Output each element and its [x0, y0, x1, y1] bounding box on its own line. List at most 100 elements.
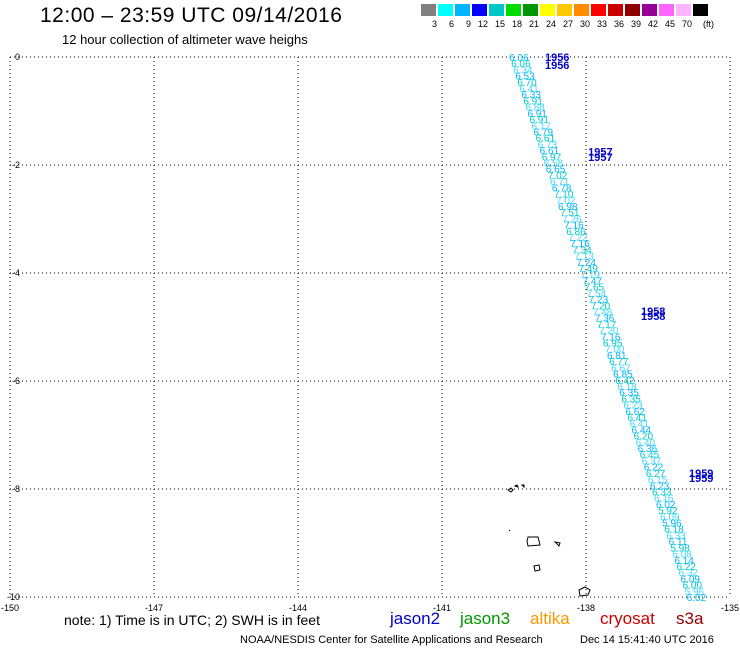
legend-label: 45: [664, 19, 675, 29]
satellite-label-altika: altika: [530, 609, 570, 628]
swh-value-label: 6.06: [509, 53, 529, 64]
swh-value-label: 6.14: [674, 556, 694, 567]
legend-swatch: [454, 3, 471, 17]
swh-value-label: 6.97: [542, 152, 562, 163]
swh-value-label: 6.42: [615, 376, 635, 387]
swh-value-label: 7.17: [597, 320, 617, 331]
swh-value-label: 5.98: [670, 543, 690, 554]
swh-value-label: 6.17: [532, 121, 552, 132]
swh-value-label: 6.44: [632, 425, 652, 436]
legend-label: 15: [494, 19, 505, 29]
legend-swatch: [488, 3, 505, 17]
swh-value-label: 6.45: [640, 450, 660, 461]
swh-value-label: 7.22: [568, 233, 588, 244]
footer-note: note: 1) Time is in UTC; 2) SWH is in fe…: [64, 612, 320, 628]
legend-unit: (ft): [703, 19, 714, 29]
swh-value-label: 6.91: [523, 96, 543, 107]
swh-value-label: 6.58: [544, 159, 564, 170]
lon-tick-label: -144: [289, 603, 307, 613]
swh-value-label: 6.86: [566, 227, 586, 238]
swh-value-label: 6.33: [666, 531, 686, 542]
time-label: 1958: [641, 306, 665, 318]
swh-value-label: 6.27: [646, 469, 666, 480]
legend-labels: 3 6 9 12 15 18 21 24 27 30 33 36 39 42 45 70 (ft): [420, 19, 714, 29]
swh-value-label: 6.98: [558, 202, 578, 213]
swh-value-label: 6.41: [630, 419, 650, 430]
legend-swatch: [573, 3, 590, 17]
island-outline: [578, 586, 591, 597]
swh-value-label: 6.09: [681, 574, 701, 585]
legend-swatch: [624, 3, 641, 17]
swh-value-label: 6.91: [529, 115, 549, 126]
swh-value-label: 6.61: [536, 134, 556, 145]
island-outline: [507, 487, 514, 493]
time-label: 1957: [588, 152, 612, 164]
swh-value-label: 6.35: [621, 394, 641, 405]
swh-value-label: 6.36: [638, 444, 658, 455]
legend-label: 6: [448, 19, 454, 29]
legend-label: 39: [630, 19, 641, 29]
time-label: 1959: [689, 473, 713, 485]
legend-swatch: [437, 3, 454, 17]
legend-label: 9: [465, 19, 471, 29]
legend-swatch: [607, 3, 624, 17]
swh-value-label: 6.11: [669, 537, 688, 548]
time-label: 1958: [641, 311, 665, 323]
swh-value-label: 6.53: [515, 72, 535, 83]
swh-value-label: 6.78: [552, 183, 572, 194]
swh-value-label: 7.26: [562, 214, 582, 225]
swh-value-label: 7.36: [595, 314, 615, 325]
time-label: 1959: [689, 468, 713, 480]
time-label: 1957: [588, 147, 612, 159]
swh-value-label: 6.23: [650, 481, 670, 492]
legend-label: 70: [681, 19, 692, 29]
swh-value-label: 7.02: [556, 196, 576, 207]
swh-value-label: 6.22: [644, 463, 664, 474]
map-title: 12:00 – 23:59 UTC 09/14/2016: [40, 4, 343, 27]
swh-value-label: 6.81: [607, 351, 627, 362]
swh-value-label: 6.22: [676, 562, 696, 573]
swh-value-label: 6.70: [517, 78, 537, 89]
swh-value-label: 6.00: [683, 581, 703, 592]
swh-value-label: 7.47: [583, 276, 603, 287]
lon-tick-label: -147: [145, 603, 163, 613]
swh-value-label: 7.20: [599, 326, 619, 337]
legend-swatches: [420, 3, 714, 17]
swh-value-label: 7.51: [560, 208, 580, 219]
swh-value-label: 6.61: [540, 146, 560, 157]
color-legend: 3 6 9 12 15 18 21 24 27 30 33 36 39 42 45 70 (ft): [420, 3, 714, 29]
legend-swatch: [471, 3, 488, 17]
swh-value-label: 7.48: [593, 307, 613, 318]
swh-value-label: 7.00: [605, 345, 625, 356]
time-label: 1956: [545, 52, 569, 64]
swh-value-label: 7.54: [587, 289, 607, 300]
swh-value-label: 7.13: [574, 252, 594, 263]
legend-label: 30: [579, 19, 590, 29]
swh-value-label: 6.15: [648, 475, 668, 486]
swh-value-label: 7.49: [578, 264, 598, 275]
swh-value-label: 6.62: [625, 407, 645, 418]
legend-swatch: [420, 3, 437, 17]
legend-label: 36: [613, 19, 624, 29]
swh-value-label: 6.33: [652, 487, 672, 498]
swh-value-label: 7.02: [548, 171, 568, 182]
swh-value-label: 6.09: [660, 512, 680, 523]
swh-value-label: 7.16: [601, 332, 621, 343]
swh-value-label: 6.40: [636, 438, 656, 449]
swh-value-label: 6.65: [546, 165, 566, 176]
swh-value-label: 6.20: [634, 432, 654, 443]
lat-tick-label: -4: [12, 268, 20, 278]
swh-value-label: 6.02: [656, 500, 676, 511]
legend-swatch: [522, 3, 539, 17]
island-outline: [520, 484, 525, 489]
swh-value-label: 6.08: [672, 550, 692, 561]
swh-value-label: 6.33: [521, 90, 541, 101]
legend-label: 42: [647, 19, 658, 29]
island-outline: [553, 541, 561, 547]
swh-value-label: 6.34: [513, 65, 533, 76]
swh-value-label: 7.16: [564, 221, 584, 232]
lon-tick-label: -135: [721, 603, 739, 613]
swh-value-label: 7.10: [554, 190, 574, 201]
swh-value-label: 7.24: [576, 258, 596, 269]
